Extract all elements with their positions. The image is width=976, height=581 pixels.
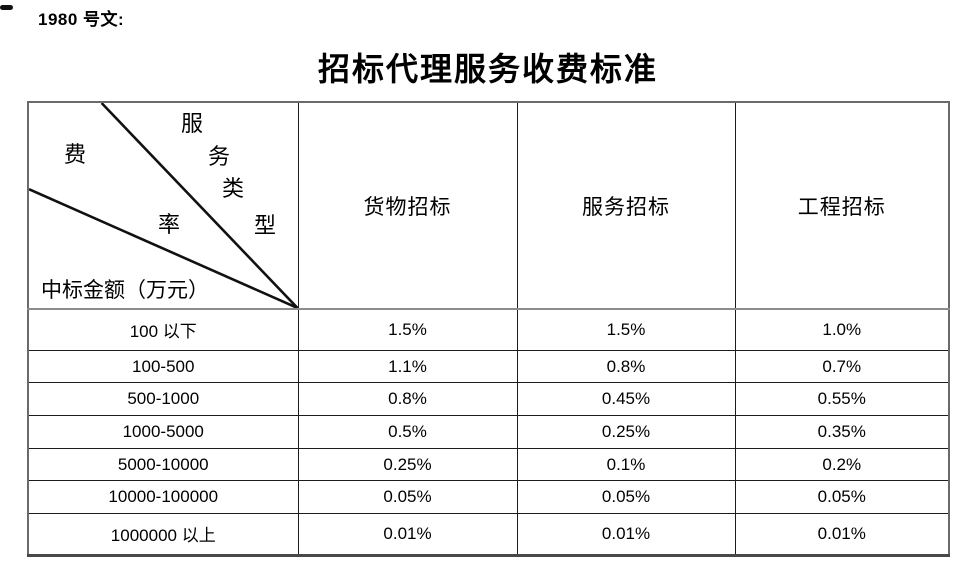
amount-range-label: 5000-10000	[27, 447, 299, 482]
rate-value: 1.1%	[297, 349, 518, 384]
column-header-service: 服务招标	[516, 101, 736, 310]
rate-value: 0.55%	[734, 382, 950, 417]
rate-value: 0.8%	[297, 382, 518, 417]
fee-standard-table: 服 费 务 类 率 型 中标金额（万元） 货物招标 服务招标 工程招标 100 …	[27, 101, 950, 557]
rate-value: 0.45%	[516, 382, 736, 417]
diagonal-corner-content: 服 费 务 类 率 型 中标金额（万元）	[29, 103, 298, 308]
table-row: 500-1000 0.8% 0.45% 0.55%	[27, 382, 950, 417]
rate-value: 0.05%	[734, 480, 950, 514]
diagonal-corner-cell: 服 费 务 类 率 型 中标金额（万元）	[27, 101, 299, 310]
rate-value: 0.7%	[734, 349, 950, 384]
corner-label-rate-char: 率	[158, 212, 181, 237]
rate-value: 0.01%	[516, 512, 736, 557]
amount-range-label: 500-1000	[27, 382, 299, 417]
column-header-goods: 货物招标	[297, 101, 518, 310]
rate-value: 0.2%	[734, 447, 950, 482]
table-row: 10000-100000 0.05% 0.05% 0.05%	[27, 480, 950, 514]
table-row: 1000000 以上 0.01% 0.01% 0.01%	[27, 512, 950, 557]
column-header-engineering: 工程招标	[734, 101, 950, 310]
rate-value: 0.35%	[734, 415, 950, 449]
page-edge-mark	[0, 5, 13, 10]
rate-value: 0.01%	[734, 512, 950, 557]
amount-range-label: 1000-5000	[27, 415, 299, 449]
corner-label-service-char: 务	[208, 144, 231, 169]
corner-label-service-char: 类	[222, 176, 245, 201]
rate-value: 0.05%	[297, 480, 518, 514]
corner-label-fee-char: 费	[64, 142, 87, 167]
rate-value: 0.01%	[297, 512, 518, 557]
table-row: 100-500 1.1% 0.8% 0.7%	[27, 349, 950, 384]
table-row: 100 以下 1.5% 1.5% 1.0%	[27, 308, 950, 351]
table-header-row: 服 费 务 类 率 型 中标金额（万元） 货物招标 服务招标 工程招标	[27, 101, 950, 310]
corner-label-service-char: 型	[254, 213, 277, 238]
rate-value: 1.0%	[734, 308, 950, 351]
table-row: 1000-5000 0.5% 0.25% 0.35%	[27, 415, 950, 449]
rate-value: 0.25%	[297, 447, 518, 482]
document-number-note: 1980 号文:	[38, 10, 125, 29]
diagonal-lines	[29, 103, 298, 308]
rate-value: 0.5%	[297, 415, 518, 449]
rate-value: 0.1%	[516, 447, 736, 482]
amount-range-label: 100 以下	[27, 308, 299, 351]
table-row: 5000-10000 0.25% 0.1% 0.2%	[27, 447, 950, 482]
corner-label-service-char: 服	[181, 111, 204, 136]
page-title: 招标代理服务收费标准	[317, 51, 658, 87]
rate-value: 1.5%	[516, 308, 736, 351]
rate-value: 0.8%	[516, 349, 736, 384]
amount-range-label: 1000000 以上	[27, 512, 299, 557]
rate-value: 1.5%	[297, 308, 518, 351]
amount-range-label: 10000-100000	[27, 480, 299, 514]
rate-value: 0.05%	[516, 480, 736, 514]
amount-range-label: 100-500	[27, 349, 299, 384]
rate-value: 0.25%	[516, 415, 736, 449]
corner-label-amount: 中标金额（万元）	[41, 278, 209, 302]
